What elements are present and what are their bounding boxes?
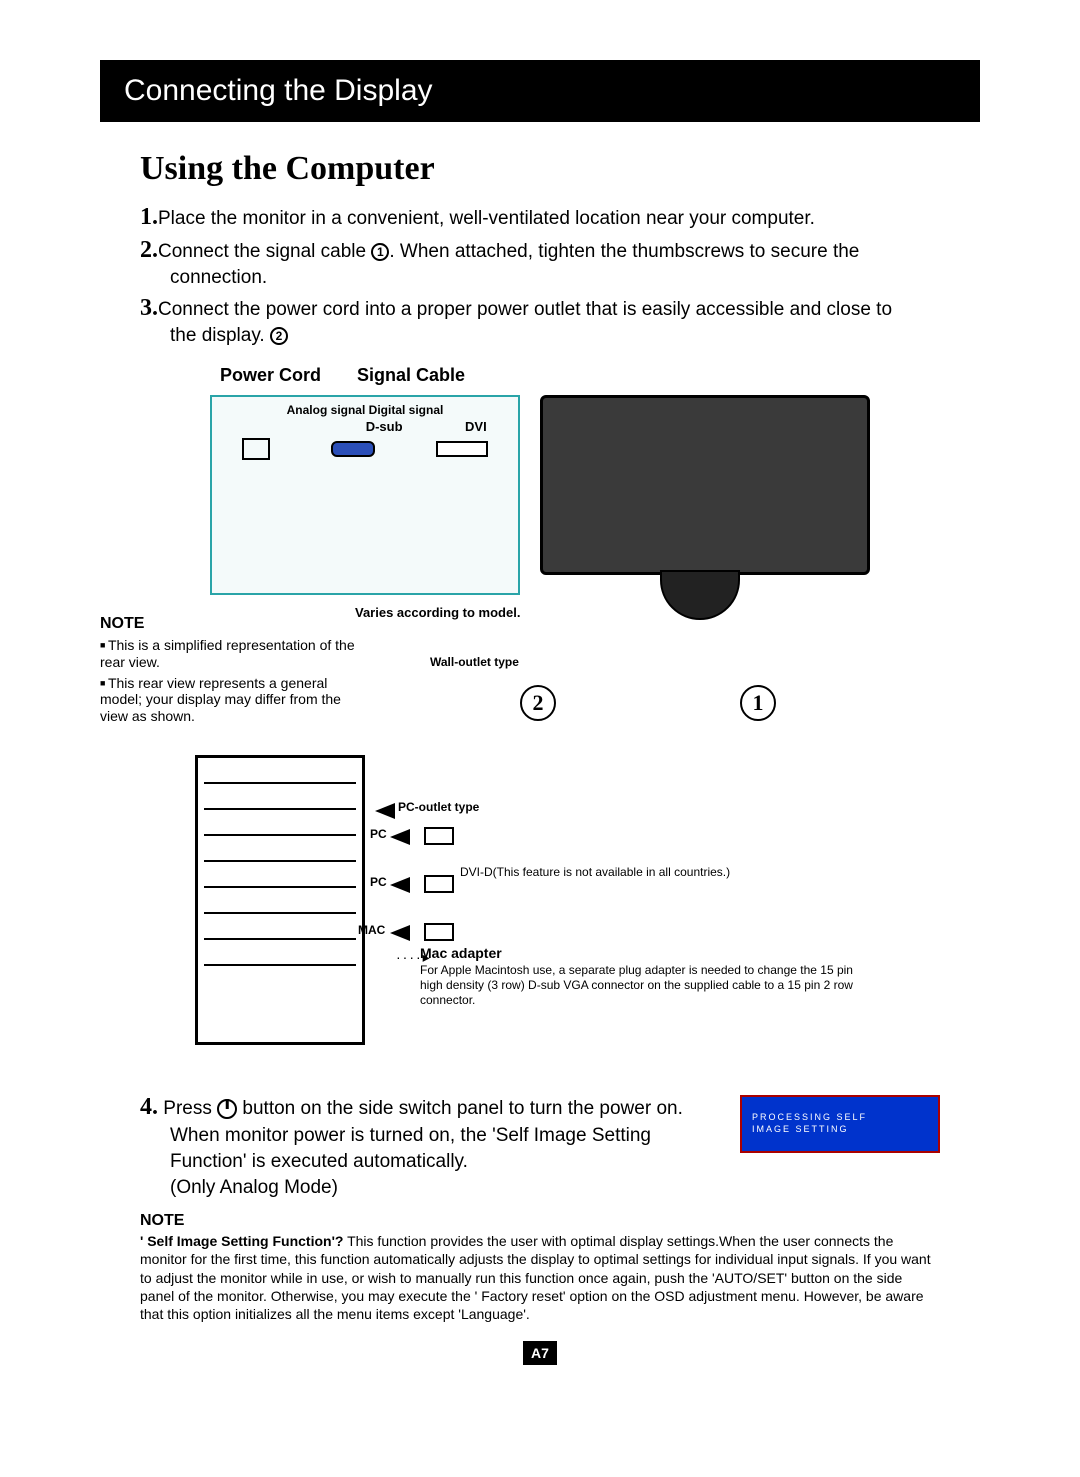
page-number: A7: [523, 1341, 557, 1365]
step-3-text-b: the display.: [170, 325, 265, 346]
step-1-num: 1.: [140, 204, 158, 230]
step-4-text-b: button on the side switch panel to turn …: [237, 1098, 683, 1119]
varies-label: Varies according to model.: [355, 605, 520, 620]
dvid-note: DVI-D(This feature is not available in a…: [460, 865, 730, 879]
step-2: 2.Connect the signal cable 1. When attac…: [140, 235, 940, 291]
connection-diagram: Power Cord Signal Cable Analog signal Di…: [100, 365, 980, 1085]
wall-outlet-label: Wall-outlet type: [430, 655, 519, 669]
dvi-port-icon: [436, 441, 488, 457]
step-3: 3.Connect the power cord into a proper p…: [140, 293, 940, 349]
dvi-plug-icon: [424, 875, 454, 893]
power-cord-label: Power Cord: [220, 365, 321, 386]
step-4: PROCESSING SELF IMAGE SETTING 4. Press b…: [140, 1091, 940, 1200]
circled-2-inline: 2: [270, 327, 288, 345]
dsub-label: D-sub: [366, 419, 403, 434]
arrow-icon: [375, 803, 395, 819]
note-2-bold: ' Self Image Setting Function'?: [140, 1233, 343, 1249]
arrow-icon: [390, 877, 410, 893]
step-2-text-c: connection.: [170, 266, 940, 291]
power-icon: [217, 1099, 237, 1119]
dvi-label: DVI: [465, 419, 487, 434]
monitor-icon: [540, 395, 870, 575]
note-2-title: NOTE: [140, 1212, 940, 1230]
osd-message-box: PROCESSING SELF IMAGE SETTING: [740, 1095, 940, 1153]
pc-outlet-label: PC-outlet type: [398, 800, 479, 814]
signal-cable-label: Signal Cable: [357, 365, 465, 386]
note-1: NOTE This is a simplified representation…: [100, 615, 360, 729]
step-2-text-a: Connect the signal cable: [158, 241, 371, 262]
note-2-body: ' Self Image Setting Function'? This fun…: [140, 1232, 940, 1323]
power-socket-icon: [242, 438, 270, 460]
step-2-num: 2.: [140, 237, 158, 263]
pc-tower-icon: [195, 755, 365, 1045]
digital-label: Digital signal: [369, 403, 444, 417]
section-header: Connecting the Display: [100, 60, 980, 122]
port-box: Analog signal Digital signal D-sub DVI: [210, 395, 520, 595]
mac-label: MAC: [358, 923, 385, 937]
diagram-callout-2: 2: [520, 685, 556, 721]
step-4-text-a: Press: [158, 1098, 217, 1119]
step-3-num: 3.: [140, 295, 158, 321]
mac-adapter-note: For Apple Macintosh use, a separate plug…: [420, 963, 860, 1008]
note-1-item-2: This rear view represents a general mode…: [100, 675, 360, 725]
step-1-text: Place the monitor in a convenient, well-…: [158, 208, 815, 229]
diagram-callout-1: 1: [740, 685, 776, 721]
circled-1-inline: 1: [371, 243, 389, 261]
pc-label-1: PC: [370, 827, 387, 841]
osd-line-1: PROCESSING SELF: [752, 1111, 928, 1123]
note-1-item-1: This is a simplified representation of t…: [100, 637, 360, 671]
pc-label-2: PC: [370, 875, 387, 889]
monitor-stand-icon: [660, 570, 740, 620]
main-heading: Using the Computer: [140, 150, 940, 188]
step-3-text-a: Connect the power cord into a proper pow…: [158, 299, 892, 320]
step-2-text-b: . When attached, tighten the thumbscrews…: [389, 241, 859, 262]
step-4-text-e: (Only Analog Mode): [170, 1175, 940, 1201]
step-1: 1.Place the monitor in a convenient, wel…: [140, 202, 940, 233]
arrow-icon: [390, 829, 410, 845]
osd-line-2: IMAGE SETTING: [752, 1123, 928, 1135]
vga-plug-icon: [424, 827, 454, 845]
dsub-port-icon: [331, 441, 375, 457]
analog-label: Analog signal: [287, 403, 366, 417]
arrow-icon: [390, 925, 410, 941]
mac-adapter-label: Mac adapter: [420, 945, 502, 961]
note-1-title: NOTE: [100, 615, 360, 633]
mac-plug-icon: [424, 923, 454, 941]
step-4-num: 4.: [140, 1094, 158, 1120]
